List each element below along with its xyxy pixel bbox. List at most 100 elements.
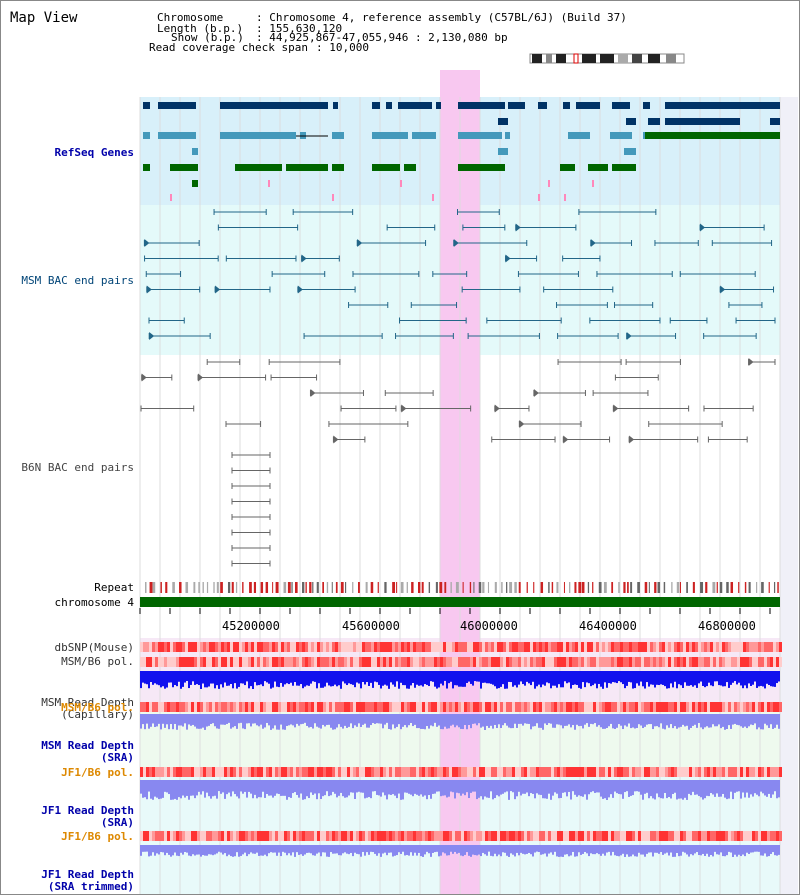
- depth-bar: [296, 780, 298, 795]
- heat-cell: [671, 702, 674, 712]
- heat-cell: [215, 642, 218, 652]
- depth-bar: [286, 671, 288, 684]
- gene-arrow: [563, 102, 568, 109]
- depth-bar: [296, 714, 298, 724]
- depth-bar: [764, 714, 766, 724]
- repeat-mark: [435, 582, 438, 593]
- heat-cell: [263, 831, 266, 841]
- jf1-depth-trim-label[interactable]: JF1 Read Depth (SRA trimmed): [41, 868, 134, 893]
- heat-cell: [341, 831, 344, 841]
- depth-bar: [246, 845, 248, 857]
- depth-bar: [432, 671, 434, 682]
- depth-bar: [466, 714, 468, 730]
- depth-bar: [558, 671, 560, 685]
- depth-bar: [552, 780, 554, 796]
- heat-cell: [644, 657, 647, 667]
- msm-depth-cap-label[interactable]: MSM Read Depth (Capillary): [41, 696, 134, 721]
- heat-cell: [629, 642, 632, 652]
- heat-cell: [230, 657, 233, 667]
- heat-cell: [272, 702, 275, 712]
- heat-cell: [395, 831, 398, 841]
- depth-bar: [442, 714, 444, 730]
- heat-cell: [515, 657, 518, 667]
- depth-bar: [236, 845, 238, 853]
- heat-cell: [386, 642, 389, 652]
- depth-bar: [690, 845, 692, 855]
- depth-bar: [660, 780, 662, 799]
- depth-bar: [464, 780, 466, 796]
- depth-bar: [760, 845, 762, 856]
- heat-cell: [602, 831, 605, 841]
- depth-bar: [288, 780, 290, 798]
- depth-bar: [286, 780, 288, 800]
- depth-bar: [536, 845, 538, 852]
- heat-cell: [287, 642, 290, 652]
- depth-bar: [540, 845, 542, 855]
- heat-cell: [425, 702, 428, 712]
- heat-cell: [149, 657, 152, 667]
- depth-bar: [756, 845, 758, 852]
- jf1-pol-label[interactable]: JF1/B6 pol.: [61, 766, 134, 779]
- heat-cell: [344, 767, 347, 777]
- heat-cell: [353, 767, 356, 777]
- heat-cell: [584, 657, 587, 667]
- depth-bar: [362, 780, 364, 793]
- heat-cell: [152, 657, 155, 667]
- heat-cell: [338, 642, 341, 652]
- depth-bar: [482, 845, 484, 853]
- depth-bar: [744, 671, 746, 686]
- heat-cell: [683, 831, 686, 841]
- heat-cell: [188, 657, 191, 667]
- heat-cell: [530, 642, 533, 652]
- dbsnp-label[interactable]: dbSNP(Mouse): [54, 641, 134, 654]
- depth-bar: [460, 714, 462, 729]
- depth-bar: [548, 845, 550, 854]
- heat-cell: [716, 702, 719, 712]
- repeat-mark: [592, 582, 594, 593]
- depth-bar: [472, 845, 474, 855]
- msm-pol2-label[interactable]: MSM/B6 pol.: [61, 701, 134, 714]
- depth-bar: [364, 845, 366, 856]
- heat-cell: [419, 642, 422, 652]
- gene-arrow: [458, 164, 463, 171]
- chromosome-ideogram[interactable]: [528, 52, 688, 66]
- jf1-pol2-label[interactable]: JF1/B6 pol.: [61, 830, 134, 843]
- refseq-label[interactable]: RefSeq Genes: [54, 146, 134, 159]
- depth-bar: [146, 780, 148, 800]
- heat-cell: [203, 642, 206, 652]
- jf1-depth-sra-label[interactable]: JF1 Read Depth (SRA): [41, 804, 134, 829]
- heat-cell: [215, 657, 218, 667]
- depth-bar: [610, 671, 612, 684]
- depth-bar: [402, 671, 404, 686]
- msm-bac-label[interactable]: MSM BAC end pairs: [21, 274, 134, 287]
- depth-bar: [526, 845, 528, 854]
- b6n-bac-label[interactable]: B6N BAC end pairs: [21, 461, 134, 474]
- heat-cell: [278, 831, 281, 841]
- repeat-mark: [627, 582, 629, 593]
- heat-cell: [218, 702, 221, 712]
- heat-cell: [383, 642, 386, 652]
- depth-bar: [388, 845, 390, 853]
- depth-bar: [666, 845, 668, 853]
- depth-bar: [190, 845, 192, 857]
- track-canvas[interactable]: [0, 70, 800, 895]
- heat-cell: [341, 702, 344, 712]
- heat-cell: [185, 767, 188, 777]
- heat-cell: [182, 767, 185, 777]
- heat-cell: [425, 767, 428, 777]
- depth-bar: [362, 671, 364, 682]
- repeat-mark: [344, 582, 347, 593]
- bac-arrow: [629, 435, 635, 444]
- depth-bar: [600, 845, 602, 856]
- depth-bar: [578, 780, 580, 796]
- heat-cell: [596, 702, 599, 712]
- depth-bar: [560, 671, 562, 688]
- heat-cell: [371, 642, 374, 652]
- msm-depth-sra-label[interactable]: MSM Read Depth (SRA): [41, 739, 134, 764]
- msm-pol-label[interactable]: MSM/B6 pol.: [61, 655, 134, 668]
- heat-cell: [284, 831, 287, 841]
- depth-bar: [446, 714, 448, 729]
- heat-cell: [713, 767, 716, 777]
- heat-cell: [527, 657, 530, 667]
- depth-bar: [150, 714, 152, 727]
